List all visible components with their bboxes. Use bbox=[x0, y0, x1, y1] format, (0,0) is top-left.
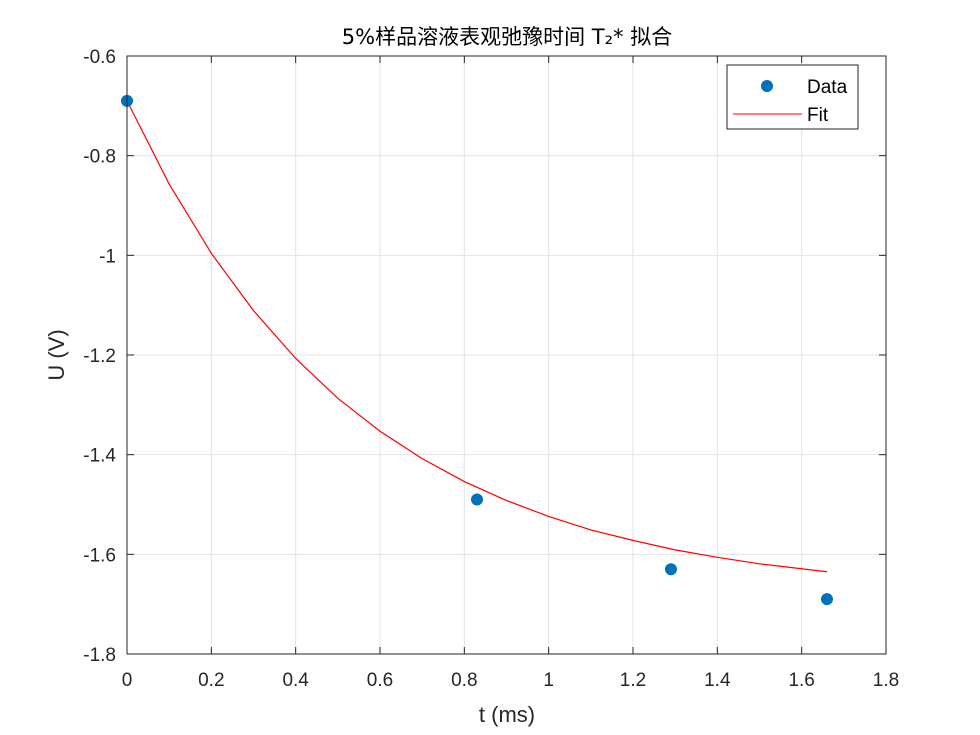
data-point bbox=[470, 493, 483, 506]
fit-curve bbox=[126, 100, 828, 573]
y-tick-label: -1.4 bbox=[83, 446, 116, 467]
legend-data-marker bbox=[761, 80, 773, 92]
y-axis-label: U (V) bbox=[44, 329, 69, 380]
x-tick-label: 0 bbox=[122, 670, 133, 691]
legend-data-label: Data bbox=[807, 77, 848, 98]
y-tick-label: -1.8 bbox=[83, 645, 116, 666]
y-tick-label: -0.8 bbox=[83, 147, 116, 168]
x-tick-label: 0.2 bbox=[198, 670, 224, 691]
legend-fit-label: Fit bbox=[807, 105, 829, 126]
axis-ticks: 0 0.2 0.4 0.6 0.8 1 1.2 1.4 1.6 1.8 -1.8 -1.6 -1.4 -1… bbox=[83, 47, 899, 691]
x-tick-label: 0.6 bbox=[367, 670, 393, 691]
y-tick-label: -1 bbox=[99, 246, 116, 267]
y-tick-label: -0.6 bbox=[83, 47, 116, 68]
x-tick-label: 1.2 bbox=[620, 670, 646, 691]
x-tick-label: 1.4 bbox=[704, 670, 731, 691]
chart-title: 5%样品溶液表观弛豫时间 T₂* 拟合 bbox=[342, 25, 672, 49]
x-tick-label: 1.6 bbox=[788, 670, 814, 691]
x-tick-label: 1.8 bbox=[873, 670, 899, 691]
data-point bbox=[664, 563, 677, 576]
fit-curve-layer bbox=[126, 100, 828, 573]
x-tick-label: 0.8 bbox=[451, 670, 477, 691]
data-point bbox=[820, 593, 833, 606]
x-tick-label: 0.4 bbox=[282, 670, 309, 691]
legend-box bbox=[726, 64, 859, 130]
legend: Data Fit bbox=[726, 64, 859, 130]
x-tick-label: 1 bbox=[543, 670, 554, 691]
x-axis-label: t (ms) bbox=[479, 702, 535, 727]
y-tick-label: -1.6 bbox=[83, 545, 116, 566]
y-tick-label: -1.2 bbox=[83, 346, 116, 367]
